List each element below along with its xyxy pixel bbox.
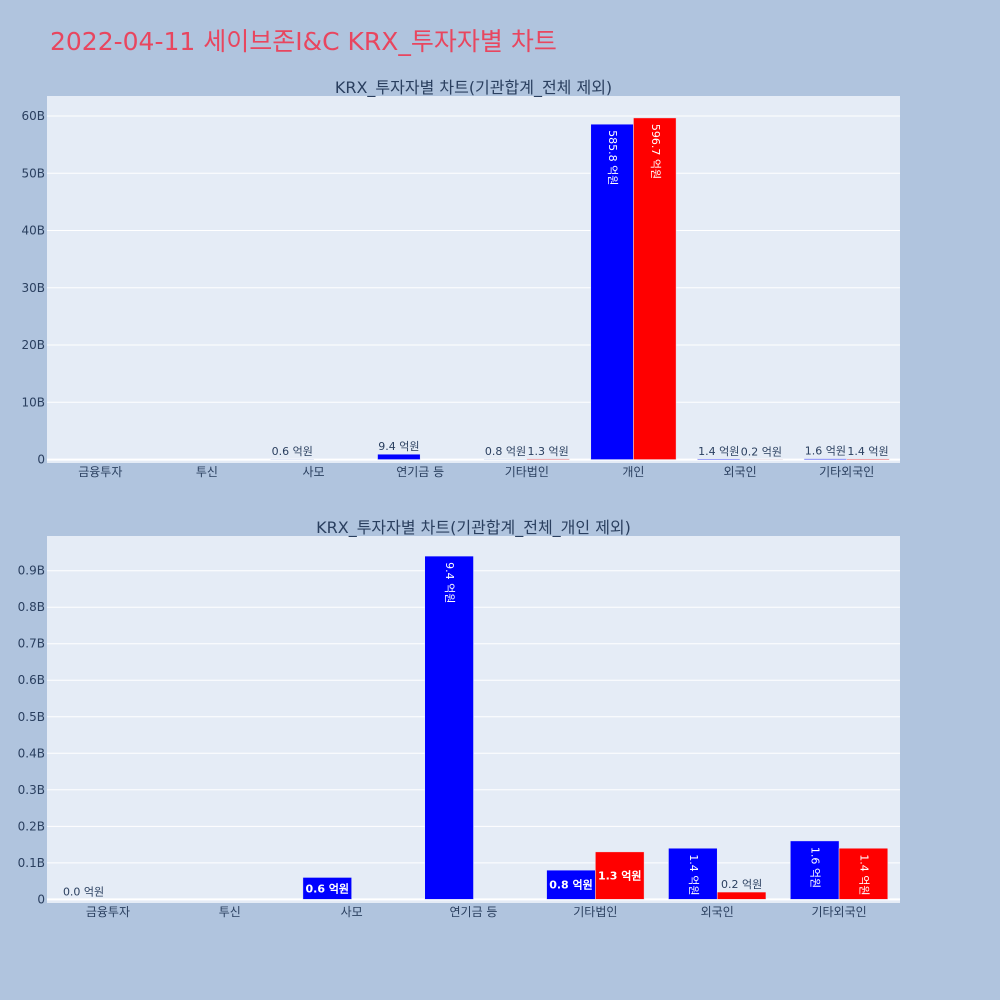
x-tick-label: 기타법인 (505, 465, 549, 479)
bar (546, 869, 596, 900)
bar (424, 555, 474, 900)
data-label: 1.4 억원 (687, 854, 700, 895)
bar (668, 847, 718, 900)
y-tick-label: 0.8B (18, 600, 45, 614)
data-label: 1.3 억원 (528, 445, 569, 458)
bar (790, 840, 840, 900)
data-label: 0.6 억원 (272, 445, 313, 458)
x-tick-label: 기타법인 (573, 905, 617, 919)
chart-title: KRX_투자자별 차트(기관합계_전체 제외) (335, 78, 612, 98)
y-tick-label: 0.1B (18, 856, 45, 870)
x-tick-label: 개인 (622, 465, 644, 479)
y-tick-label: 60B (21, 109, 45, 123)
data-label: 0.6 억원 (305, 881, 349, 895)
x-tick-label: 투신 (196, 465, 218, 479)
data-label: 1.4 억원 (698, 445, 739, 458)
chart-title: KRX_투자자별 차트(기관합계_전체_개인 제외) (316, 518, 631, 538)
bar (838, 847, 889, 900)
bar (595, 851, 645, 900)
bar (716, 891, 767, 900)
investor-chart-excl-individual: KRX_투자자별 차트(기관합계_전체_개인 제외) 0 0.1B 0.2B 0.3B 0… (18, 518, 900, 919)
y-tick-label: 20B (21, 338, 45, 352)
x-tick-label: 금융투자 (78, 465, 122, 479)
y-tick-label: 0.4B (18, 746, 45, 760)
investor-chart-total: KRX_투자자별 차트(기관합계_전체 제외) 0 10B 20B 30B 40B 50B 6… (21, 78, 900, 479)
y-tick-label: 0.5B (18, 710, 45, 724)
plot-area (47, 96, 900, 463)
x-tick-label: 기타외국인 (811, 905, 866, 919)
y-tick-label: 0 (37, 892, 45, 906)
x-tick-label: 연기금 등 (450, 905, 498, 919)
data-label: 596.7 억원 (649, 124, 662, 179)
data-label: 9.4 억원 (378, 440, 419, 453)
data-label: 1.4 억원 (847, 445, 888, 458)
y-tick-label: 0.2B (18, 819, 45, 833)
y-tick-label: 0.9B (18, 564, 45, 578)
y-tick-label: 10B (21, 395, 45, 409)
bar (633, 117, 677, 460)
bar (697, 458, 741, 460)
page-title: 2022-04-11 세이브존I&C KRX_투자자별 차트 (50, 27, 557, 56)
x-tick-label: 투신 (219, 905, 241, 919)
data-label: 0.8 억원 (549, 878, 593, 892)
y-tick-label: 0.3B (18, 783, 45, 797)
data-label: 1.4 억원 (857, 854, 870, 895)
data-label: 1.3 억원 (598, 869, 642, 883)
x-tick-label: 금융투자 (86, 905, 130, 919)
data-label: 1.6 억원 (809, 847, 822, 888)
y-tick-label: 40B (21, 224, 45, 238)
x-tick-label: 외국인 (724, 465, 757, 479)
data-label: 0.2 억원 (721, 878, 762, 891)
x-tick-label: 연기금 등 (396, 465, 444, 479)
bar (590, 123, 634, 460)
y-tick-label: 0.7B (18, 637, 45, 651)
bar (526, 458, 570, 460)
data-label: 585.8 억원 (606, 130, 619, 185)
x-tick-label: 사모 (303, 465, 325, 479)
bar (302, 877, 352, 900)
bar (377, 453, 421, 460)
data-label: 0.2 억원 (741, 445, 782, 458)
x-tick-label: 기타외국인 (819, 465, 874, 479)
x-tick-label: 사모 (341, 905, 363, 919)
data-label: 1.6 억원 (805, 445, 846, 458)
bar (846, 458, 890, 460)
y-tick-label: 30B (21, 281, 45, 295)
x-tick-label: 외국인 (701, 905, 734, 919)
y-tick-label: 0 (37, 453, 45, 467)
data-label: 0.8 억원 (485, 445, 526, 458)
bar (803, 458, 847, 460)
y-tick-label: 0.6B (18, 673, 45, 687)
y-tick-label: 50B (21, 166, 45, 180)
data-label: 0.0 억원 (63, 885, 104, 898)
data-label: 9.4 억원 (443, 562, 456, 603)
